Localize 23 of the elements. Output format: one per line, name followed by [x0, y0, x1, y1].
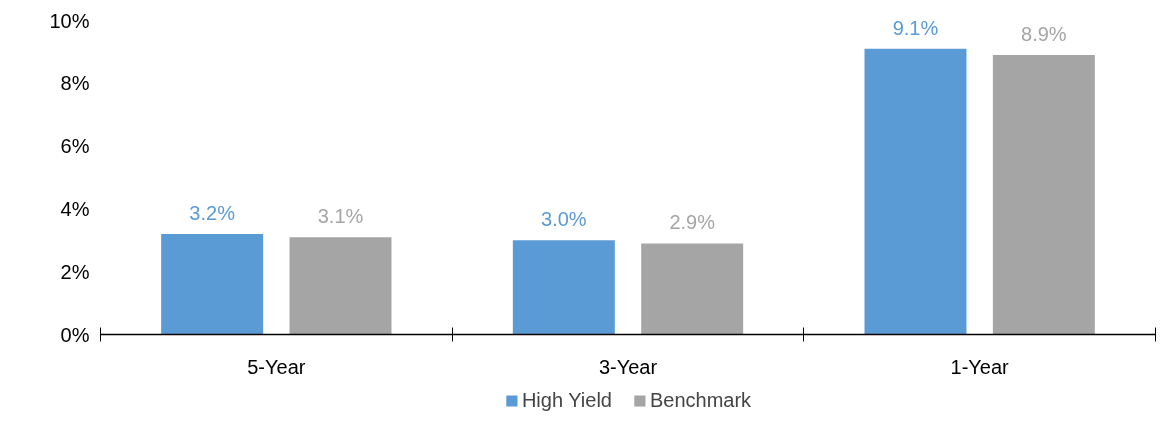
- data-label: 3.2%: [189, 202, 236, 225]
- x-tick-label: 3-Year: [598, 355, 658, 378]
- data-label: 3.0%: [541, 208, 587, 231]
- y-tick-label: 4%: [60, 197, 90, 220]
- data-label: 8.9%: [1021, 23, 1067, 46]
- y-tick-label: 10%: [49, 9, 90, 32]
- y-tick-label: 0%: [60, 323, 90, 346]
- data-label: 2.9%: [669, 211, 716, 234]
- bar: [992, 55, 1095, 335]
- bar: [512, 240, 615, 335]
- x-tick-label: 1-Year: [950, 355, 1010, 378]
- data-label: 3.1%: [317, 205, 364, 228]
- bar: [289, 237, 392, 335]
- bar: [161, 234, 264, 335]
- data-label: 9.1%: [892, 16, 939, 39]
- bar: [641, 243, 744, 335]
- bar: [864, 48, 967, 335]
- x-tick-label: 5-Year: [247, 355, 306, 378]
- y-tick-label: 2%: [60, 260, 90, 283]
- y-tick-label: 8%: [60, 72, 90, 95]
- y-tick-label: 6%: [60, 135, 90, 158]
- legend-label: High Yield: [521, 388, 612, 412]
- legend-label: Benchmark: [649, 388, 752, 412]
